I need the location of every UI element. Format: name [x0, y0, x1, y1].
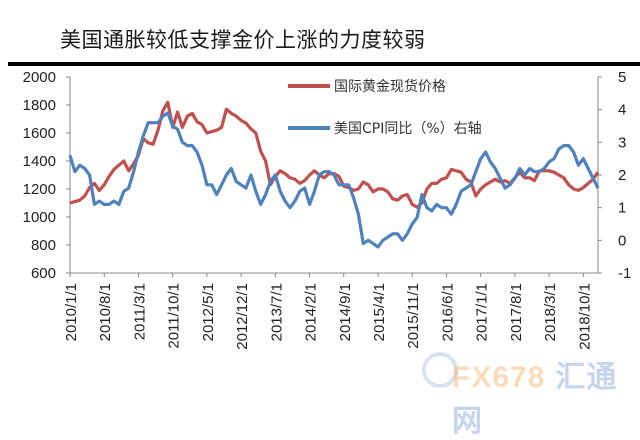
x-tick-label: 2012/12/1 [234, 283, 251, 350]
x-tick-label: 2014/2/1 [303, 283, 320, 341]
legend-gold-label: 国际黄金现货价格 [334, 78, 446, 95]
x-tick-label: 2013/7/1 [268, 283, 285, 341]
left-tick-label: 600 [31, 265, 56, 282]
left-tick-label: 1800 [23, 97, 56, 114]
x-tick-label: 2010/8/1 [97, 283, 114, 341]
chart-title: 美国通胀较低支撑金价上涨的力度较弱 [60, 28, 426, 52]
right-tick-label: -1 [618, 265, 631, 282]
x-tick-label: 2011/3/1 [131, 283, 148, 340]
left-tick-label: 2000 [23, 69, 56, 86]
legend-cpi-label: 美国CPI同比（%）右轴 [334, 121, 482, 137]
watermark-brand: FX678 [452, 361, 546, 394]
x-tick-label: 2011/10/1 [166, 283, 183, 349]
x-tick-label: 2016/6/1 [439, 283, 456, 341]
watermark-logo-icon [422, 352, 458, 388]
axes: 600 800 1000 1200 1400 1600 1800 2000 -1 0 1 2 3 4 5 20… [23, 69, 632, 350]
x-tick-label: 2015/11/1 [405, 283, 422, 349]
x-tick-label: 2015/4/1 [371, 283, 388, 341]
watermark: FX678 汇通网 [452, 352, 640, 440]
left-tick-label: 1400 [23, 153, 56, 170]
legend: 国际黄金现货价格 美国CPI同比（%）右轴 [288, 78, 482, 137]
right-tick-label: 1 [618, 200, 626, 217]
x-tick-label: 2017/1/1 [474, 283, 491, 341]
title-divider [8, 62, 640, 66]
right-tick-label: 2 [618, 167, 626, 184]
right-tick-label: 4 [618, 102, 626, 119]
right-tick-label: 5 [618, 69, 626, 86]
series-lines [68, 100, 600, 249]
x-tick-label: 2010/1/1 [63, 283, 80, 341]
x-tick-label: 2018/3/1 [542, 283, 559, 341]
x-tick-label: 2018/10/1 [576, 283, 593, 350]
right-tick-label: 3 [618, 134, 626, 151]
x-tick-label: 2014/9/1 [337, 283, 354, 341]
gold-price-line [69, 100, 600, 209]
x-tick-label: 2017/8/1 [508, 283, 525, 341]
left-tick-label: 1000 [23, 209, 56, 226]
left-tick-label: 1600 [23, 125, 56, 142]
dual-axis-line-chart: 600 800 1000 1200 1400 1600 1800 2000 -1 0 1 2 3 4 5 20… [23, 69, 632, 350]
right-tick-label: 0 [618, 232, 626, 249]
x-tick-label: 2012/5/1 [200, 283, 217, 341]
left-tick-label: 1200 [23, 181, 56, 198]
cpi-line [68, 111, 600, 249]
left-tick-label: 800 [31, 237, 56, 254]
